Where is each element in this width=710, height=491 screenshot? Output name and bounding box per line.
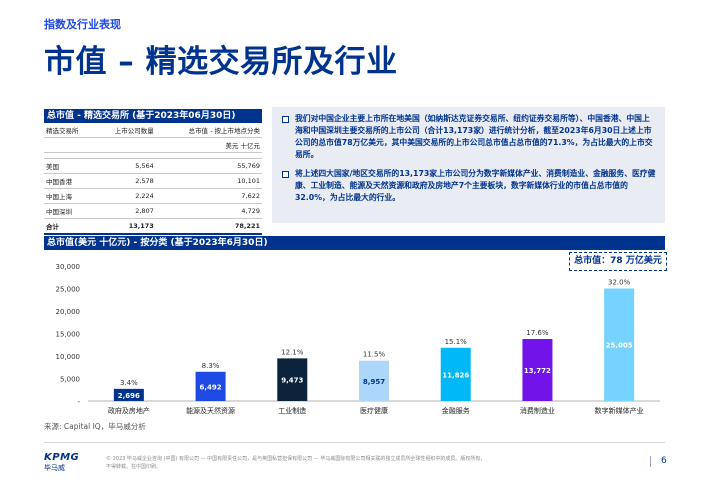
logo-cn-text: 毕马威	[44, 464, 65, 472]
copyright-text: © 2023 毕马威企业咨询 (中国) 有限公司 — 中国有限责任公司，是与英国…	[106, 456, 486, 470]
row-cap: 10,101	[155, 173, 262, 189]
x-tick-label: 能源及天然资源	[186, 406, 235, 415]
row-cap: 4,729	[155, 203, 262, 219]
table-title: 总市值 - 精选交易所 (基于2023年06月30日)	[44, 109, 262, 123]
bar-value-label: 2,696	[118, 392, 140, 400]
square-bullet-icon	[282, 116, 289, 123]
kpmg-logo: KPMG 毕马威	[44, 452, 79, 473]
table-row: 美国 5,564 55,769	[44, 158, 262, 174]
table-row: 中国深圳 2,807 4,729	[44, 203, 262, 219]
row-cap: 55,769	[155, 158, 262, 174]
bar	[113, 388, 144, 401]
bar	[440, 347, 471, 401]
x-tick-label: 金融服务	[442, 406, 470, 415]
bar	[277, 358, 308, 401]
bar-percent-label: 17.6%	[526, 329, 549, 337]
x-tick-label: 消费制造业	[520, 406, 555, 415]
bar	[195, 371, 226, 401]
footer-divider	[44, 442, 665, 443]
bar-value-label: 6,492	[199, 383, 221, 391]
col-header-exchange: 精选交易所	[44, 123, 96, 138]
unit-label: 美元 十亿元	[155, 137, 262, 153]
info-bullet: 我们对中国企业主要上市所在地美国（如纳斯达克证券交易所、纽约证券交易所等）、中国…	[282, 113, 657, 161]
y-tick-label: 25,000	[56, 286, 81, 294]
info-bullet-text: 我们对中国企业主要上市所在地美国（如纳斯达克证券交易所、纽约证券交易所等）、中国…	[295, 114, 653, 159]
table-row: 中国香港 2,578 10,101	[44, 173, 262, 189]
exchange-table-body: 精选交易所 上市公司数量 总市值 - 按上市地点分类 美元 十亿元 美国 5,5…	[44, 123, 262, 235]
bar-percent-label: 15.1%	[445, 338, 468, 346]
row-count: 2,578	[95, 173, 156, 189]
y-tick-label: 10,000	[56, 353, 81, 361]
row-count: 2,224	[95, 188, 156, 204]
x-tick-label: 数字新媒体产业	[595, 406, 644, 415]
info-box: 我们对中国企业主要上市所在地美国（如纳斯达克证券交易所、纽约证券交易所等）、中国…	[272, 107, 665, 223]
total-count: 13,173	[95, 218, 156, 235]
info-bullet: 将上述四大国家/地区交易所的13,173家上市公司分为数字新媒体产业、消费制造业…	[282, 168, 657, 204]
page-number: 6	[650, 456, 667, 467]
info-bullet-text: 将上述四大国家/地区交易所的13,173家上市公司分为数字新媒体产业、消费制造业…	[295, 169, 656, 202]
page-title: 市值 – 精选交易所及行业	[44, 44, 398, 80]
table-row: 中国上海 2,224 7,622	[44, 188, 262, 204]
y-tick-label: -	[77, 398, 80, 406]
y-tick-label: 5,000	[60, 376, 80, 384]
bar-percent-label: 32.0%	[608, 278, 631, 286]
row-count: 2,807	[95, 203, 156, 219]
row-cap: 7,622	[155, 188, 262, 204]
logo-text: KPMG	[44, 452, 80, 463]
exchange-table: 总市值 - 精选交易所 (基于2023年06月30日) 精选交易所 上市公司数量…	[44, 109, 262, 235]
col-header-count: 上市公司数量	[95, 123, 156, 138]
source-note: 来源: Capital IQ，毕马威分析	[44, 422, 146, 431]
bar-value-label: 13,772	[524, 367, 551, 375]
row-name: 中国香港	[44, 173, 96, 189]
row-count: 5,564	[95, 158, 156, 174]
y-tick-label: 30,000	[56, 263, 81, 271]
row-name: 中国深圳	[44, 203, 96, 219]
bar-value-label: 9,473	[281, 377, 303, 385]
table-total-row: 合计 13,173 78,221	[44, 218, 262, 235]
row-name: 美国	[44, 158, 96, 174]
total-callout: 总市值：78 万亿美元	[569, 252, 667, 271]
bar	[522, 339, 553, 401]
bar-percent-label: 8.3%	[202, 362, 220, 370]
y-tick-label: 20,000	[56, 308, 81, 316]
square-bullet-icon	[282, 171, 289, 178]
bar-value-label: 8,957	[363, 378, 385, 386]
col-header-cap: 总市值 - 按上市地点分类	[155, 123, 262, 138]
row-name: 中国上海	[44, 188, 96, 204]
section-label: 指数及行业表现	[44, 18, 121, 31]
x-tick-label: 工业制造	[278, 406, 306, 415]
bar-percent-label: 3.4%	[120, 379, 138, 387]
x-tick-label: 医疗健康	[360, 406, 388, 415]
bar-value-label: 11,826	[442, 371, 469, 379]
bar	[604, 288, 635, 401]
total-cap: 78,221	[155, 218, 262, 235]
total-name: 合计	[44, 218, 96, 235]
x-tick-label: 政府及房地产	[108, 406, 150, 415]
chart-header: 总市值(美元 十亿元) - 按分类 (基于2023年6月30日)	[44, 236, 665, 250]
bar-percent-label: 11.5%	[363, 351, 386, 359]
bar	[359, 360, 389, 401]
bar-value-label: 25,005	[606, 342, 633, 350]
bar-percent-label: 12.1%	[281, 348, 304, 356]
y-tick-label: 15,000	[56, 331, 81, 339]
